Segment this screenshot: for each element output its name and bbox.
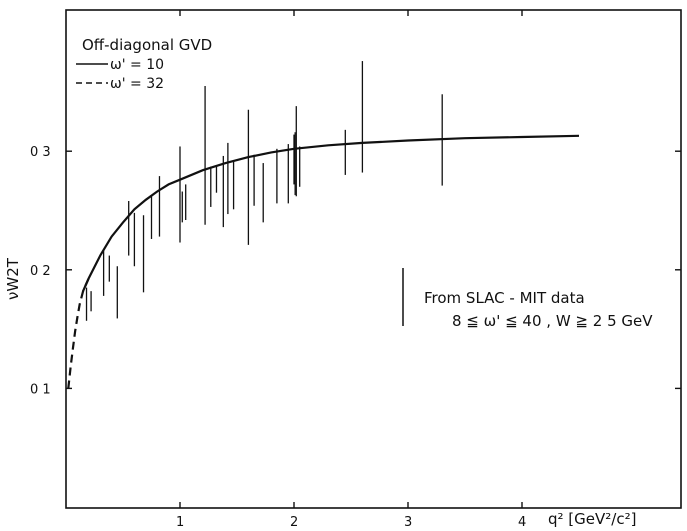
plot-border bbox=[65, 9, 682, 509]
plot-frame bbox=[65, 9, 682, 509]
y-tick-label: 0 2 bbox=[30, 264, 51, 279]
y-axis-label: νW2T bbox=[4, 257, 22, 300]
x-tick-label: 2 bbox=[290, 515, 298, 530]
y-tick-label: 0 3 bbox=[30, 145, 51, 160]
theory-curves bbox=[67, 134, 580, 389]
annotation-line-2: 8 ≦ ω' ≦ 40 , W ≧ 2 5 GeV bbox=[452, 312, 653, 330]
annotation-line-1: From SLAC - MIT data bbox=[424, 289, 585, 307]
data-source-annotation: From SLAC - MIT data 8 ≦ ω' ≦ 40 , W ≧ 2… bbox=[402, 268, 653, 330]
data-error-bars bbox=[85, 61, 443, 321]
x-tick-label: 4 bbox=[518, 515, 526, 530]
tick-labels: 0 1 0 2 0 3 1 2 3 4 bbox=[30, 145, 526, 530]
x-axis-label: q² [GeV²/c²] bbox=[548, 510, 636, 528]
x-tick-label: 1 bbox=[176, 515, 184, 530]
axis-ticks bbox=[66, 10, 681, 508]
legend-entry-omega-32: ω' = 32 bbox=[110, 76, 164, 92]
x-tick-label: 3 bbox=[404, 515, 412, 530]
legend-entry-omega-10: ω' = 10 bbox=[110, 57, 164, 73]
y-tick-label: 0 1 bbox=[30, 382, 51, 397]
legend-title: Off-diagonal GVD bbox=[82, 36, 212, 54]
legend: Off-diagonal GVD ω' = 10 ω' = 32 bbox=[76, 36, 212, 92]
curve-omega-10 bbox=[82, 134, 580, 292]
curve-omega-32 bbox=[67, 277, 90, 389]
